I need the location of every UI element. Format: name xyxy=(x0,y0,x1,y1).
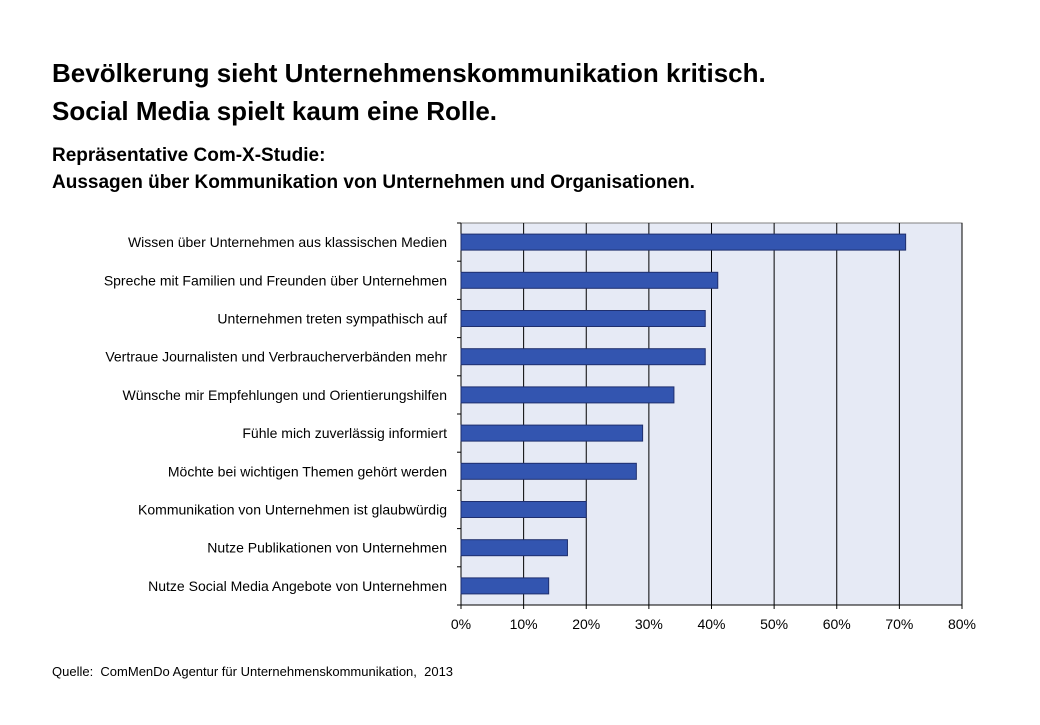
bar xyxy=(460,577,550,595)
x-tick-label: 30% xyxy=(635,616,663,632)
category-label: Kommunikation von Unternehmen ist glaubw… xyxy=(138,502,447,518)
x-tick-label: 80% xyxy=(948,616,976,632)
bar xyxy=(460,462,637,480)
bar xyxy=(460,310,706,327)
x-tick-label: 0% xyxy=(451,616,471,632)
bar xyxy=(460,501,587,518)
x-tick-label: 70% xyxy=(885,616,913,632)
bar xyxy=(460,539,568,557)
category-label: Spreche mit Familien und Freunden über U… xyxy=(104,272,447,288)
category-label: Nutze Publikationen von Unternehmen xyxy=(207,540,447,556)
chart-title: Bevölkerung sieht Unternehmenskommunikat… xyxy=(52,54,1012,130)
x-tick-label: 10% xyxy=(510,616,538,632)
chart-subtitle-line-2: Aussagen über Kommunikation von Unterneh… xyxy=(52,172,695,193)
category-label: Nutze Social Media Angebote von Unterneh… xyxy=(148,578,447,594)
chart-subtitle: Repräsentative Com-X-Studie: Aussagen üb… xyxy=(52,142,1012,196)
bar xyxy=(460,271,719,289)
x-tick-label: 20% xyxy=(572,616,600,632)
x-tick-label: 50% xyxy=(760,616,788,632)
category-label: Wissen über Unternehmen aus klassischen … xyxy=(128,234,447,250)
bar xyxy=(460,233,907,251)
chart-title-line-2: Social Media spielt kaum eine Rolle. xyxy=(52,96,498,126)
category-label: Möchte bei wichtigen Themen gehört werde… xyxy=(168,463,447,479)
category-label: Unternehmen treten sympathisch auf xyxy=(217,311,447,327)
category-label: Wünsche mir Empfehlungen und Orientierun… xyxy=(122,387,447,403)
category-label: Fühle mich zuverlässig informiert xyxy=(242,425,447,441)
source-note: Quelle: ComMenDo Agentur für Unternehmen… xyxy=(52,664,454,679)
x-tick-label: 40% xyxy=(697,616,725,632)
category-label: Vertraue Journalisten und Verbraucherver… xyxy=(105,349,447,365)
bar xyxy=(460,424,644,442)
bar xyxy=(460,386,675,404)
chart-title-line-1: Bevölkerung sieht Unternehmenskommunikat… xyxy=(52,58,766,88)
chart-subtitle-line-1: Repräsentative Com-X-Studie: xyxy=(52,145,326,166)
bar xyxy=(460,348,706,366)
x-tick-label: 60% xyxy=(823,616,851,632)
